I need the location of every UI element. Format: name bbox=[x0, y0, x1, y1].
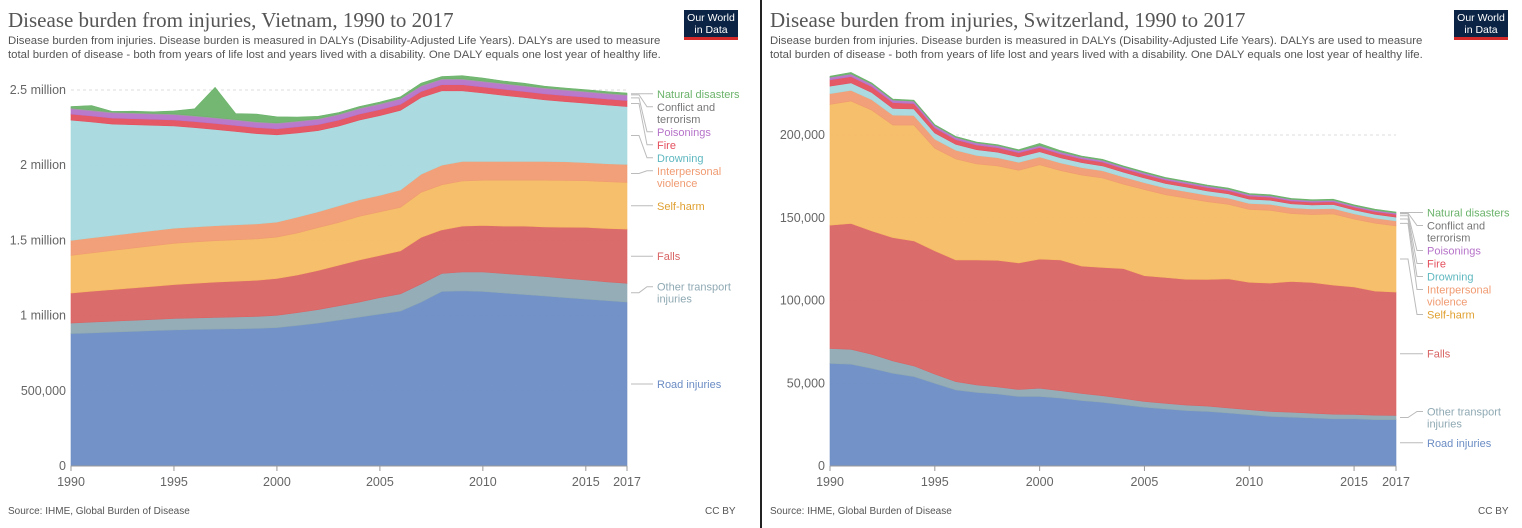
legend-label-poisonings[interactable]: Poisonings bbox=[657, 127, 711, 139]
legend-leader-line bbox=[631, 103, 653, 146]
x-tick-label: 2017 bbox=[1382, 475, 1410, 489]
y-tick-label: 1 million bbox=[20, 309, 66, 323]
logo-line-1: Our World bbox=[687, 12, 735, 24]
legend-label-other-transport-injuries[interactable]: Other transport injuries bbox=[1427, 407, 1501, 431]
y-tick-label: 2.5 million bbox=[10, 83, 66, 97]
chart-subtitle: Disease burden from injuries. Disease bu… bbox=[770, 35, 1423, 61]
x-tick-label: 2005 bbox=[366, 475, 394, 489]
legend-label-conflict-and-terrorism[interactable]: Conflict and terrorism bbox=[657, 102, 715, 126]
x-tick-label: 2000 bbox=[1026, 475, 1054, 489]
area-natural-disasters[interactable] bbox=[70, 75, 628, 124]
legend-leader-line bbox=[1400, 212, 1423, 226]
x-tick-label: 2005 bbox=[1131, 475, 1159, 489]
areas bbox=[70, 75, 628, 467]
legend-leader-line bbox=[1400, 411, 1423, 418]
x-tick-label: 2000 bbox=[263, 475, 291, 489]
legend-label-conflict-and-terrorism[interactable]: Conflict and terrorism bbox=[1427, 220, 1485, 244]
license-link[interactable]: CC BY bbox=[1478, 506, 1509, 517]
legend-label-self-harm[interactable]: Self-harm bbox=[1427, 309, 1475, 321]
chart-title: Disease burden from injuries, Switzerlan… bbox=[770, 8, 1246, 32]
source-note[interactable]: Source: IHME, Global Burden of Disease bbox=[770, 506, 952, 517]
chart-panel-switzerland: Disease burden from injuries, Switzerlan… bbox=[762, 0, 1522, 528]
legend-leader-line bbox=[631, 97, 653, 133]
legend-label-natural-disasters[interactable]: Natural disasters bbox=[657, 89, 740, 101]
logo-line-1: Our World bbox=[1457, 12, 1505, 24]
legend-leader-line bbox=[1400, 258, 1423, 315]
x-tick-label: 2015 bbox=[1340, 475, 1368, 489]
legend-label-road-injuries[interactable]: Road injuries bbox=[1427, 438, 1492, 450]
logo-line-2: in Data bbox=[694, 24, 728, 36]
logo-line-2: in Data bbox=[1464, 24, 1498, 36]
legend-label-fire[interactable]: Fire bbox=[657, 140, 676, 152]
legend-label-drowning[interactable]: Drowning bbox=[1427, 271, 1473, 283]
legend-leader-line bbox=[1400, 218, 1423, 277]
legend-label-poisonings[interactable]: Poisonings bbox=[1427, 245, 1481, 257]
x-tick-label: 1990 bbox=[57, 475, 85, 489]
x-tick-label: 1995 bbox=[160, 475, 188, 489]
panel-divider bbox=[760, 0, 762, 528]
stacked-area-chart: 0 500,000 1 million 1.5 million 2 million 2.5… bbox=[10, 75, 740, 489]
owid-logo[interactable]: Our World in Data bbox=[684, 10, 738, 40]
legend-label-natural-disasters[interactable]: Natural disasters bbox=[1427, 207, 1510, 219]
legend-leader-line bbox=[631, 135, 653, 159]
legend-label-fire[interactable]: Fire bbox=[1427, 258, 1446, 270]
legend-leader-line bbox=[631, 94, 653, 108]
chart-title: Disease burden from injuries, Vietnam, 1… bbox=[8, 8, 454, 32]
legend-leader-line bbox=[1400, 213, 1423, 251]
legend-label-interpersonal-violence[interactable]: Interpersonal violence bbox=[1427, 284, 1491, 308]
legend-label-falls[interactable]: Falls bbox=[1427, 349, 1451, 361]
chart-subtitle: Disease burden from injuries. Disease bu… bbox=[8, 35, 661, 61]
area-natural-disasters[interactable] bbox=[829, 72, 1397, 214]
owid-logo[interactable]: Our World in Data bbox=[1454, 10, 1508, 40]
stacked-area-chart: 0 50,000 100,000 150,000 200,000 1990 1995 2000… bbox=[780, 72, 1510, 489]
legend-label-interpersonal-violence[interactable]: Interpersonal violence bbox=[657, 166, 721, 190]
legend-leader-line bbox=[1400, 215, 1423, 264]
legend-leader-line bbox=[1400, 222, 1423, 290]
y-tick-label: 150,000 bbox=[780, 211, 825, 225]
x-tick-label: 2015 bbox=[572, 475, 600, 489]
y-tick-label: 0 bbox=[818, 459, 825, 473]
x-tick-label: 1990 bbox=[816, 475, 844, 489]
chart-panel-vietnam: Disease burden from injuries, Vietnam, 1… bbox=[0, 0, 760, 528]
x-tick-label: 2010 bbox=[1235, 475, 1263, 489]
y-tick-label: 200,000 bbox=[780, 128, 825, 142]
legend-leader-line bbox=[631, 170, 653, 174]
legend-label-drowning[interactable]: Drowning bbox=[657, 153, 703, 165]
legend-leader-line bbox=[631, 286, 653, 294]
y-tick-label: 2 million bbox=[20, 158, 66, 172]
legend-label-road-injuries[interactable]: Road injuries bbox=[657, 379, 722, 391]
areas bbox=[829, 72, 1397, 467]
legend-label-other-transport-injuries[interactable]: Other transport injuries bbox=[657, 282, 731, 306]
x-tick-label: 2017 bbox=[613, 475, 641, 489]
source-note[interactable]: Source: IHME, Global Burden of Disease bbox=[8, 506, 190, 517]
x-tick-label: 1995 bbox=[921, 475, 949, 489]
license-link[interactable]: CC BY bbox=[705, 506, 736, 517]
y-tick-label: 500,000 bbox=[21, 384, 66, 398]
y-tick-label: 50,000 bbox=[787, 376, 825, 390]
legend-label-falls[interactable]: Falls bbox=[657, 251, 681, 263]
y-tick-label: 100,000 bbox=[780, 294, 825, 308]
legend-label-self-harm[interactable]: Self-harm bbox=[657, 201, 705, 213]
x-tick-label: 2010 bbox=[469, 475, 497, 489]
y-tick-label: 0 bbox=[59, 459, 66, 473]
y-tick-label: 1.5 million bbox=[10, 233, 66, 247]
